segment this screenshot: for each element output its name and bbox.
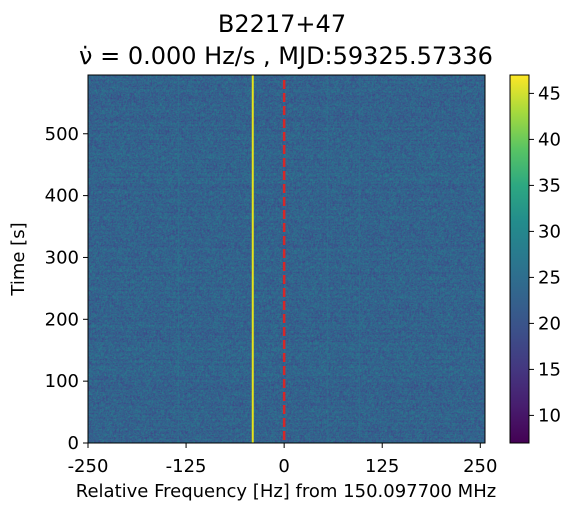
x-tick-label: -125 <box>166 456 207 477</box>
chart-title: B2217+47 <box>218 10 346 38</box>
y-tick-label: 500 <box>45 124 79 145</box>
colorbar-tick-label: 45 <box>538 83 561 104</box>
colorbar-gradient <box>510 75 529 443</box>
y-axis: 0 100 200 300 400 500 <box>45 124 88 454</box>
plot-frame <box>87 74 486 444</box>
colorbar-tick-label: 40 <box>538 129 561 150</box>
heatmap-image <box>88 75 485 443</box>
colorbar-tick-label: 10 <box>538 405 561 426</box>
y-tick-label: 200 <box>45 309 79 330</box>
subtitle-text: = 0.000 Hz/s , MJD:59325.57336 <box>92 42 493 70</box>
colorbar-frame <box>509 74 530 444</box>
colorbar-tick-label: 30 <box>538 221 561 242</box>
y-tick-label: 0 <box>68 433 79 454</box>
y-tick-label: 300 <box>45 247 79 268</box>
colorbar: 10 15 20 25 30 35 40 45 <box>509 74 561 444</box>
x-tick-label: 250 <box>463 456 497 477</box>
colorbar-ticks: 10 15 20 25 30 35 40 45 <box>529 83 561 426</box>
x-axis: -250 -125 0 125 250 <box>68 443 497 477</box>
colorbar-tick-label: 15 <box>538 359 561 380</box>
x-tick-label: 0 <box>278 456 289 477</box>
colorbar-tick-label: 35 <box>538 175 561 196</box>
x-tick-label: 125 <box>365 456 399 477</box>
colorbar-tick-label: 20 <box>538 313 561 334</box>
chart-subtitle: ν̇ = 0.000 Hz/s , MJD:59325.57336 <box>79 42 493 70</box>
y-axis-label: Time [s] <box>8 222 29 296</box>
y-tick-label: 400 <box>45 186 79 207</box>
colorbar-tick-label: 25 <box>538 267 561 288</box>
heatmap-plot-area <box>87 74 486 444</box>
x-axis-label: Relative Frequency [Hz] from 150.097700 … <box>76 481 496 502</box>
rate-symbol: ν̇ <box>79 42 92 70</box>
y-tick-label: 100 <box>45 371 79 392</box>
x-tick-label: -250 <box>68 456 109 477</box>
